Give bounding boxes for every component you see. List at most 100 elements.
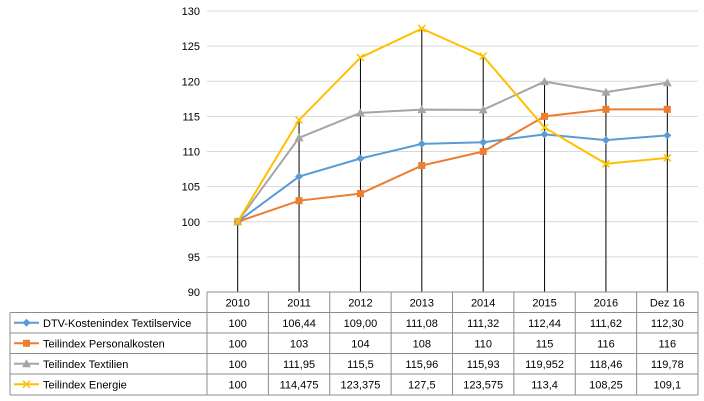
- x-category-label-0: 2010: [225, 297, 249, 309]
- series-1-point-6: [602, 105, 610, 113]
- data-label-s2-c2: 115,5: [347, 359, 374, 371]
- y-tick-label-100: 100: [182, 217, 200, 229]
- legend-key-marker-0: [22, 318, 31, 327]
- series-3-point-2-stroke-b: [356, 53, 365, 62]
- data-label-s3-c4: 123,575: [463, 379, 503, 391]
- legend-key-marker-2: [22, 359, 31, 368]
- series-3-point-4-stroke-b: [479, 52, 488, 61]
- x-category-label-1: 2011: [287, 297, 311, 309]
- data-label-s1-c3: 108: [413, 338, 431, 350]
- series-3-point-7-stroke-b: [663, 153, 672, 162]
- data-label-s1-c4: 110: [474, 338, 492, 350]
- data-label-s2-c3: 115,96: [405, 359, 438, 371]
- legend-label-1: Teilindex Personalkosten: [43, 338, 165, 350]
- y-tick-label-95: 95: [188, 252, 200, 264]
- series-2-point-7: [662, 78, 672, 87]
- series-3-point-1: [295, 116, 304, 125]
- legend-label-2: Teilindex Textilien: [43, 359, 128, 371]
- data-label-s3-c7: 109,1: [654, 379, 682, 391]
- data-label-s2-c5: 119,952: [525, 359, 564, 371]
- series-1-point-7: [663, 105, 671, 113]
- series-0-point-7: [663, 131, 672, 140]
- data-label-s3-c5: 113,4: [531, 379, 558, 391]
- series-0-point-3: [417, 139, 426, 148]
- series-2-point-5: [540, 77, 550, 86]
- legend-key-marker-3-stroke-b: [22, 380, 31, 389]
- x-category-label-2: 2012: [348, 297, 372, 309]
- legend-key-marker-1: [23, 339, 30, 347]
- y-tick-label-115: 115: [182, 111, 200, 123]
- data-label-s1-c6: 116: [597, 338, 615, 350]
- series-1-point-3: [418, 162, 426, 170]
- data-label-s3-c1: 114,475: [280, 379, 319, 391]
- data-label-s1-c5: 115: [536, 338, 554, 350]
- series-0-point-2: [356, 154, 365, 163]
- x-category-label-5: 2015: [532, 297, 556, 309]
- data-label-s3-c0: 100: [229, 379, 247, 391]
- series-line-1: [237, 108, 668, 223]
- y-tick-label-120: 120: [182, 76, 200, 88]
- series-3-point-5: [540, 123, 549, 132]
- series-1-point-2: [356, 190, 364, 198]
- legend-label-3: Teilindex Energie: [43, 379, 127, 391]
- series-3-point-0: [233, 217, 242, 226]
- data-label-s0-c5: 112,44: [528, 318, 561, 330]
- data-label-s2-c0: 100: [229, 359, 247, 371]
- series-3-point-7: [663, 153, 672, 162]
- series-3-point-3: [417, 24, 426, 33]
- y-tick-label-125: 125: [182, 41, 200, 53]
- data-label-s2-c7: 119,78: [651, 359, 684, 371]
- y-tick-label-90: 90: [188, 287, 200, 299]
- gridlines: [207, 10, 698, 258]
- series-3-point-6-stroke-b: [601, 159, 610, 168]
- series-3-point-3-stroke-b: [417, 24, 426, 33]
- series-1-point-1: [295, 197, 303, 205]
- data-label-s3-c6: 108,25: [589, 379, 623, 391]
- data-label-s0-c3: 111,08: [406, 318, 438, 330]
- y-tick-label-130: 130: [182, 6, 200, 18]
- data-table: 2010 2011 2012 2013 2014 2015 2016 Dez 16 DTV-Ko…: [9, 291, 699, 396]
- x-category-label-3: 2013: [410, 297, 434, 309]
- data-label-s1-c7: 116: [659, 338, 677, 350]
- data-label-s2-c1: 111,95: [283, 359, 315, 371]
- y-tick-label-105: 105: [182, 182, 200, 194]
- series-line-2: [236, 80, 668, 223]
- data-label-s2-c6: 118,46: [590, 359, 623, 371]
- data-label-s3-c3: 127,5: [408, 379, 436, 391]
- legend-key-marker-3: [22, 380, 31, 389]
- series-lines: [233, 24, 672, 226]
- series-line-0: [237, 133, 668, 223]
- series-2-point-2: [355, 108, 365, 117]
- series-3-point-5-stroke-b: [540, 123, 549, 132]
- series-3-point-4: [479, 52, 488, 61]
- series-2-point-4: [478, 105, 488, 114]
- data-label-s0-c1: 106,44: [282, 318, 316, 330]
- series-3-point-2: [356, 53, 365, 62]
- series-2-point-1: [294, 133, 304, 142]
- data-label-s0-c2: 109,00: [344, 318, 378, 330]
- data-label-s0-c0: 100: [229, 318, 247, 330]
- series-3-point-0-stroke-b: [233, 217, 242, 226]
- x-category-label-6: 2016: [594, 297, 618, 309]
- data-label-s1-c2: 104: [351, 338, 369, 350]
- y-axis: 90 95 100 105 110 115 120 125 130: [182, 6, 200, 299]
- data-label-s0-c7: 112,30: [651, 318, 684, 330]
- data-label-s3-c2: 123,375: [341, 379, 381, 391]
- x-category-label-7: Dez 16: [650, 297, 685, 309]
- data-label-s1-c0: 100: [229, 338, 247, 350]
- series-2-point-6: [601, 87, 611, 96]
- series-3-point-6: [601, 159, 610, 168]
- series-2-point-3: [417, 105, 427, 114]
- series-1-point-5: [541, 112, 549, 120]
- series-1-point-4: [479, 148, 487, 155]
- data-label-s2-c4: 115,93: [467, 359, 500, 371]
- series-0-point-1: [295, 172, 304, 181]
- series-3-point-1-stroke-b: [295, 116, 304, 125]
- legend-label-0: DTV-Kostenindex Textilservice: [43, 318, 191, 330]
- x-category-label-4: 2014: [471, 297, 495, 309]
- series-0-point-6: [601, 136, 610, 145]
- data-label-s0-c4: 111,32: [467, 318, 499, 330]
- data-label-s0-c6: 111,62: [590, 318, 622, 330]
- series-line-3: [236, 27, 668, 223]
